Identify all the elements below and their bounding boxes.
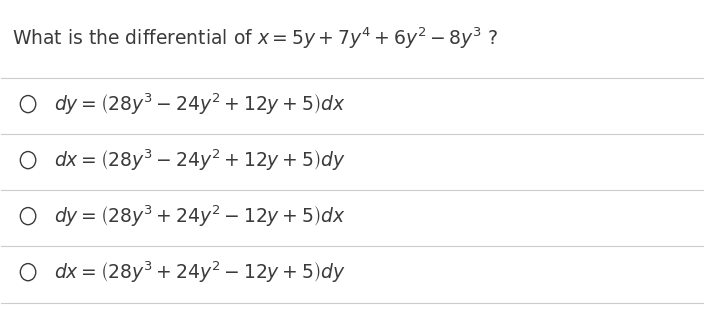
Text: $dx = \left(28y^3 - 24y^2 + 12y + 5\right) dy$: $dx = \left(28y^3 - 24y^2 + 12y + 5\righ… (54, 147, 346, 173)
Text: $dy = \left(28y^3 + 24y^2 - 12y + 5\right) dx$: $dy = \left(28y^3 + 24y^2 - 12y + 5\righ… (54, 203, 346, 229)
Text: $dy = \left(28y^3 - 24y^2 + 12y + 5\right) dx$: $dy = \left(28y^3 - 24y^2 + 12y + 5\righ… (54, 91, 346, 117)
Text: What is the differential of $x = 5y + 7y^4 + 6y^2 - 8y^3$ ?: What is the differential of $x = 5y + 7y… (12, 26, 498, 51)
Text: $dx = \left(28y^3 + 24y^2 - 12y + 5\right) dy$: $dx = \left(28y^3 + 24y^2 - 12y + 5\righ… (54, 259, 346, 285)
